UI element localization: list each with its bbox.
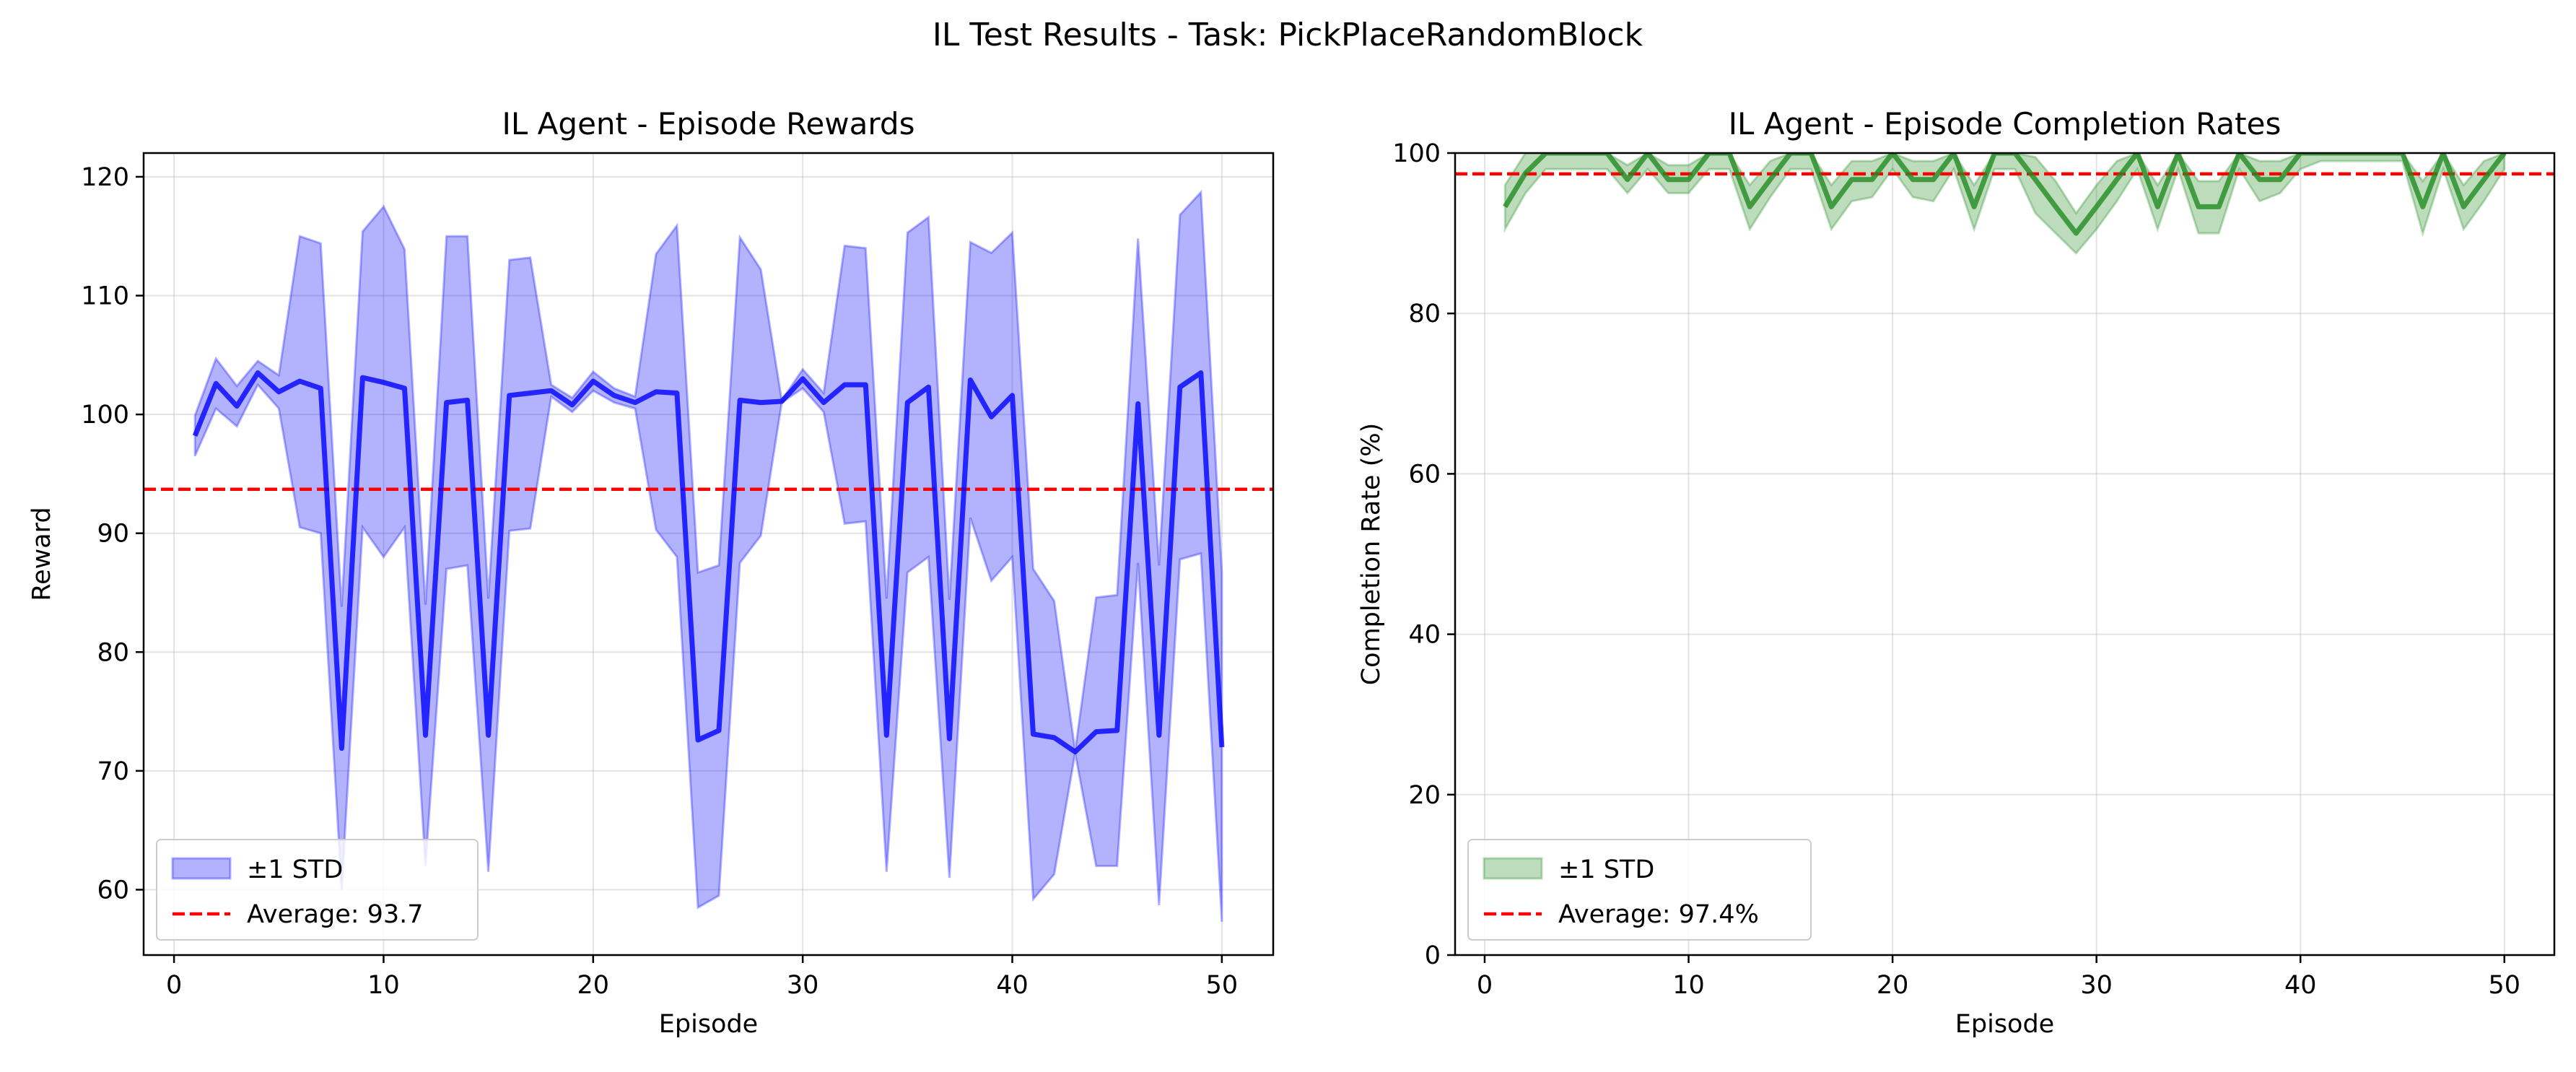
rewards-data-point xyxy=(509,395,510,396)
completion-plot-area xyxy=(1455,153,2554,256)
completion-chart-panel: 0 10 20 30 40 50 0 20 40 60 80 100 IL Agent - Episod… xyxy=(1357,106,2556,1039)
rewards-data-point xyxy=(1179,387,1180,388)
completion-y-tick-label: 80 xyxy=(1408,300,1441,328)
rewards-data-point xyxy=(865,384,866,385)
rewards-legend-std-swatch xyxy=(171,857,232,880)
completion-std-band xyxy=(1503,153,2506,256)
rewards-x-tick-label: 20 xyxy=(577,971,610,1000)
rewards-chart-title: IL Agent - Episode Rewards xyxy=(502,106,915,141)
completion-axes-frame xyxy=(1454,152,2556,956)
rewards-y-tick-label: 110 xyxy=(81,282,129,311)
completion-data-point xyxy=(1933,179,1934,180)
completion-data-point xyxy=(1668,179,1669,180)
rewards-chart-panel: 0 10 20 30 40 50 60 70 80 90 100 110 120 IL Agent - E… xyxy=(27,106,1275,1039)
rewards-y-tick-label: 60 xyxy=(97,876,129,905)
rewards-data-point xyxy=(1200,372,1201,373)
completion-data-point xyxy=(2116,179,2117,180)
rewards-x-tick-label: 30 xyxy=(787,971,819,1000)
completion-legend-std-label: ±1 STD xyxy=(1558,855,1654,884)
rewards-data-point xyxy=(195,435,196,436)
rewards-y-tick-label: 120 xyxy=(81,163,129,192)
rewards-data-point xyxy=(886,735,887,736)
completion-y-axis-label: Completion Rate (%) xyxy=(1357,423,1386,686)
rewards-y-axis-label: Reward xyxy=(27,507,56,601)
completion-data-point xyxy=(1851,179,1852,180)
completion-data-point xyxy=(1831,206,1832,207)
completion-data-point xyxy=(1627,179,1628,180)
rewards-data-point xyxy=(740,400,741,401)
completion-data-point xyxy=(2259,179,2260,180)
completion-y-tick-label: 40 xyxy=(1408,621,1441,650)
rewards-axes-frame xyxy=(142,152,1275,956)
completion-data-point xyxy=(1688,179,1689,180)
completion-data-point xyxy=(2422,206,2423,207)
completion-data-point xyxy=(2198,206,2199,207)
completion-data-point xyxy=(1505,206,1506,207)
rewards-x-tick-label: 50 xyxy=(1206,971,1239,1000)
rewards-data-point xyxy=(488,735,489,736)
rewards-data-point xyxy=(655,391,656,392)
completion-x-tick-label: 50 xyxy=(2488,971,2520,1000)
rewards-data-point xyxy=(928,387,929,388)
rewards-data-point xyxy=(383,382,384,383)
completion-data-point xyxy=(1974,206,1975,207)
rewards-data-point xyxy=(1054,737,1055,738)
completion-mean-line xyxy=(1503,153,2507,236)
rewards-data-point xyxy=(467,400,468,401)
rewards-std-band xyxy=(193,189,1223,922)
rewards-data-point xyxy=(446,402,447,403)
figure-suptitle: IL Test Results - Task: PickPlaceRandomB… xyxy=(933,17,1643,53)
rewards-plot-area xyxy=(144,189,1273,922)
completion-y-tick-label: 0 xyxy=(1425,941,1441,970)
rewards-x-tick-label: 10 xyxy=(367,971,400,1000)
completion-y-tick-label: 20 xyxy=(1408,781,1441,810)
completion-data-point xyxy=(2279,179,2280,180)
rewards-y-tick-label: 70 xyxy=(97,757,129,786)
rewards-data-point xyxy=(634,402,635,403)
rewards-data-point xyxy=(1012,395,1013,396)
rewards-data-point xyxy=(1158,735,1159,736)
completion-data-point xyxy=(2157,206,2158,207)
rewards-data-point xyxy=(907,402,908,403)
rewards-y-tick-label: 100 xyxy=(81,401,129,430)
rewards-legend-std-label: ±1 STD xyxy=(247,855,343,884)
rewards-y-tick-label: 90 xyxy=(97,520,129,549)
completion-data-point xyxy=(2096,206,2097,207)
completion-y-tick-label: 60 xyxy=(1408,460,1441,489)
completion-x-tick-label: 40 xyxy=(2284,971,2317,1000)
rewards-data-point xyxy=(1033,733,1034,734)
rewards-x-tick-label: 40 xyxy=(996,971,1029,1000)
rewards-y-tick-label: 80 xyxy=(97,638,129,667)
rewards-legend: ±1 STD Average: 93.7 xyxy=(156,839,479,941)
rewards-x-axis-label: Episode xyxy=(659,1010,758,1039)
completion-legend-average-label: Average: 97.4% xyxy=(1558,900,1759,929)
rewards-data-point xyxy=(425,735,426,736)
rewards-data-point xyxy=(341,748,342,749)
completion-legend: ±1 STD Average: 97.4% xyxy=(1467,839,1812,941)
completion-x-tick-label: 20 xyxy=(1877,971,1909,1000)
completion-x-tick-label: 0 xyxy=(1477,971,1493,1000)
rewards-legend-average-label: Average: 93.7 xyxy=(247,900,424,929)
completion-legend-box xyxy=(1467,839,1812,941)
rewards-data-point xyxy=(1221,746,1222,747)
completion-x-tick-label: 10 xyxy=(1672,971,1705,1000)
completion-chart-title: IL Agent - Episode Completion Rates xyxy=(1729,106,2282,141)
completion-x-tick-label: 30 xyxy=(2080,971,2113,1000)
completion-x-axis-label: Episode xyxy=(1955,1010,2054,1039)
rewards-data-point xyxy=(949,738,950,739)
rewards-legend-box xyxy=(156,839,479,941)
rewards-data-point xyxy=(697,740,698,741)
completion-data-point xyxy=(1770,179,1771,180)
rewards-data-point xyxy=(844,384,845,385)
rewards-data-point xyxy=(719,730,720,731)
completion-data-point xyxy=(2076,233,2077,234)
rewards-data-point xyxy=(216,383,217,384)
rewards-mean-line xyxy=(192,370,1225,754)
rewards-x-tick-label: 0 xyxy=(166,971,182,1000)
completion-y-tick-label: 100 xyxy=(1392,139,1441,168)
completion-data-point xyxy=(2463,206,2464,207)
completion-legend-std-swatch xyxy=(1483,857,1543,880)
